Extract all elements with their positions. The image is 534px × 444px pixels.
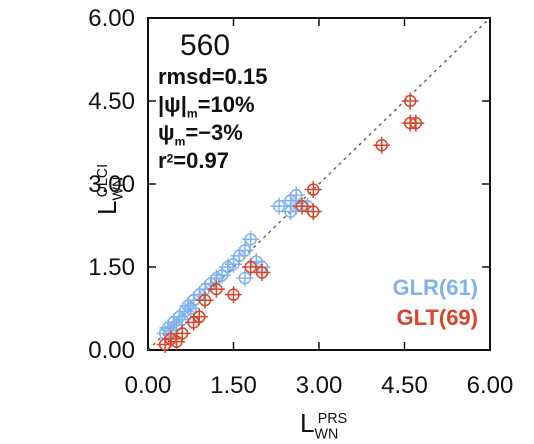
x-tick-label: 6.00 <box>467 372 514 399</box>
annotation-part: rmsd=0.15 <box>158 64 267 89</box>
x-tick-label: 0.00 <box>125 372 172 399</box>
annotation-part: ψ <box>158 120 175 145</box>
x-tick-label: 1.50 <box>210 372 257 399</box>
data-point <box>401 92 419 110</box>
data-point <box>182 300 200 317</box>
y-axis-label: LWNOLCI <box>92 164 127 215</box>
panel-title: 560 <box>180 29 230 62</box>
data-point <box>173 324 191 342</box>
data-point <box>242 258 260 276</box>
data-point <box>407 114 425 132</box>
annotation: |ψ|m=10% <box>158 92 255 121</box>
data-point <box>373 136 391 154</box>
data-point <box>304 203 322 221</box>
data-point <box>253 264 271 282</box>
data-point <box>242 230 260 248</box>
annotation-part: =10% <box>198 92 255 117</box>
data-point <box>225 286 242 304</box>
data-point <box>196 291 214 309</box>
y-tick-label: 3.00 <box>88 171 135 198</box>
data-point <box>282 192 299 210</box>
x-tick-label: 3.00 <box>296 372 343 399</box>
x-axis-label-part: WN <box>314 427 338 443</box>
y-tick-label: 6.00 <box>88 5 135 32</box>
y-tick-label: 0.00 <box>88 337 135 364</box>
annotation: rmsd=0.15 <box>158 64 267 89</box>
x-axis-label: LWNPRS <box>300 408 347 443</box>
y-axis-label-part: WN <box>111 177 127 201</box>
legend-label: GLT(69) <box>397 305 478 330</box>
annotation-part: =−3% <box>185 120 243 145</box>
data-point <box>207 280 225 298</box>
x-tick-label: 4.50 <box>381 372 428 399</box>
annotation-part: =0.97 <box>173 148 229 173</box>
annotation: r2=0.97 <box>158 148 229 173</box>
y-tick-label: 1.50 <box>88 254 135 281</box>
y-tick-label: 4.50 <box>88 88 135 115</box>
annotation-part: 2 <box>167 152 174 166</box>
y-axis-label-part: OLCI <box>95 164 111 197</box>
data-point <box>236 269 254 287</box>
data-point <box>270 197 288 215</box>
x-axis-label-part: PRS <box>318 411 347 427</box>
annotation-part: r <box>158 148 167 173</box>
annotation-part: m <box>187 107 198 121</box>
data-point <box>293 197 311 215</box>
legend-label: GLR(61) <box>392 275 478 300</box>
data-point <box>190 308 208 326</box>
x-axis-label-part: L <box>300 408 314 438</box>
annotation-part: |ψ| <box>158 92 187 117</box>
y-axis-label-part: L <box>92 201 122 215</box>
data-point <box>304 181 322 199</box>
annotation-part: m <box>175 135 186 149</box>
data-point <box>236 241 254 259</box>
annotation: ψm=−3% <box>158 120 243 149</box>
